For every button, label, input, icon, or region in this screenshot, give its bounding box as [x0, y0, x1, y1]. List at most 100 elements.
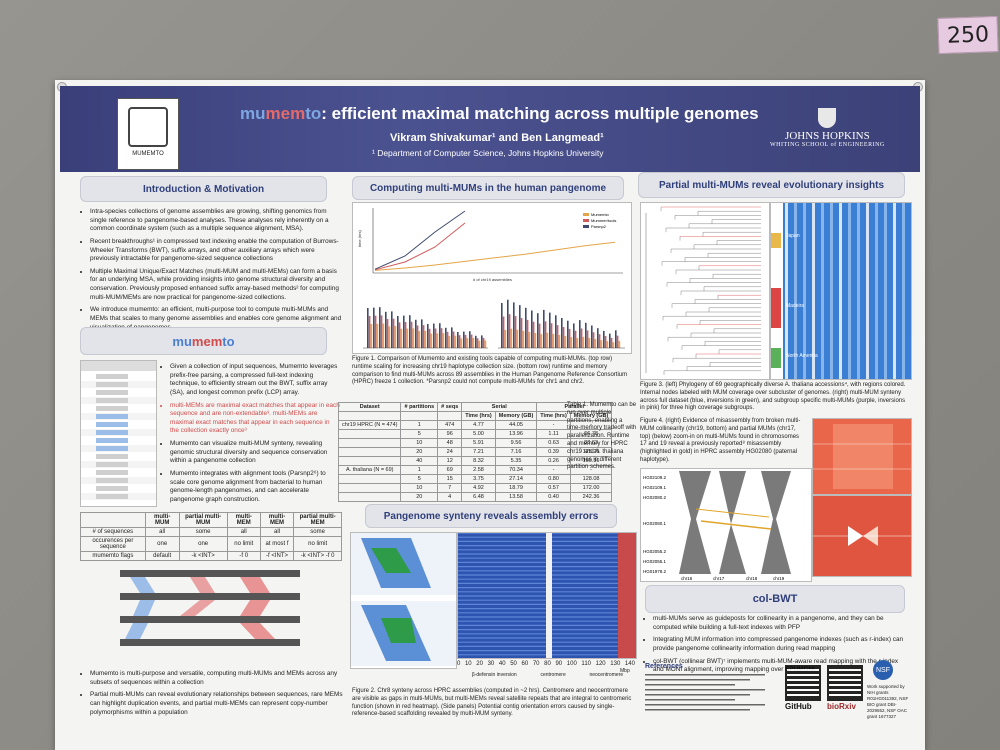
- bar: [392, 318, 395, 348]
- runtime-xlabel: # of chr19 assemblies: [473, 277, 512, 282]
- bar: [403, 315, 405, 348]
- bar: [418, 331, 421, 348]
- table1-caption: Table 1. Mumemto can be run over multipl…: [567, 402, 637, 471]
- poster: MUMEMTO mumemto: efficient maximal match…: [55, 80, 925, 750]
- bar: [451, 327, 453, 348]
- bar: [439, 323, 441, 348]
- mumemto-bottom-bullet: Partial multi-MUMs can reveal evolutiona…: [90, 691, 345, 717]
- github-qr-code[interactable]: [785, 665, 821, 701]
- table-row: 40 12 8.32 5.35 0.26 190.36: [337, 456, 613, 466]
- mumemto-bottom-bullet: Mumemto is multi-purpose and versatile, …: [90, 670, 345, 687]
- bar: [549, 312, 551, 348]
- bar: [592, 332, 595, 348]
- bar: [374, 315, 377, 348]
- chr19-partial-plot: [812, 495, 912, 577]
- bar: [597, 328, 599, 348]
- intro-bullet: Intra-species collections of genome asse…: [90, 208, 345, 234]
- phylogeny-svg: [645, 206, 761, 375]
- svg-text:HG02055.2: HG02055.2: [643, 549, 667, 554]
- bar: [537, 313, 539, 348]
- table-row: 10 48 5.91 9.56 0.63 88.63: [337, 438, 613, 448]
- bar: [404, 322, 407, 348]
- bar: [534, 333, 537, 348]
- bar: [464, 334, 467, 348]
- runtime-ylabel: time (hrs): [357, 229, 362, 247]
- bar: [380, 315, 383, 348]
- bar: [588, 337, 591, 348]
- bar: [550, 323, 553, 348]
- bar: [412, 328, 415, 348]
- bar: [460, 338, 463, 348]
- bar: [609, 333, 611, 348]
- bar: [570, 337, 573, 348]
- bar: [382, 323, 385, 348]
- axis-unit: Mbp: [620, 668, 630, 674]
- bar: [612, 342, 615, 348]
- bar: [424, 330, 427, 348]
- bar: [368, 316, 371, 348]
- runtime-figure: # of chr19 assemblies time (hrs) Mumemto…: [352, 202, 632, 354]
- svg-text:chr18: chr18: [746, 576, 758, 581]
- authors: Vikram Shivakumar¹ and Ben Langmead¹: [390, 132, 604, 144]
- bar: [532, 321, 535, 348]
- synteny-side-svg: [351, 533, 456, 666]
- bar: [574, 330, 577, 348]
- bar: [406, 328, 409, 348]
- bar: [540, 334, 543, 348]
- chr8-synteny-svg: [458, 532, 636, 658]
- bar: [585, 322, 587, 348]
- bar: [610, 337, 613, 348]
- runtime-legend: Mumemto Mummer/tools Parsnp2: [583, 212, 616, 229]
- figure3-caption: Figure 3. (left) Phylogeny of 69 geograp…: [640, 382, 906, 412]
- svg-text:chr19: chr19: [773, 576, 785, 581]
- bar: [391, 311, 393, 348]
- bar: [600, 340, 603, 348]
- bar: [598, 334, 601, 348]
- bar: [440, 328, 443, 348]
- synteny-side-panels: [350, 532, 457, 669]
- region-label-madeira: Madeira: [786, 303, 804, 309]
- jhu-shield-icon: [818, 108, 837, 128]
- jhu-logo: JOHNS HOPKINS WHITING SCHOOL of ENGINEER…: [770, 108, 885, 148]
- svg-text:Parsnp2: Parsnp2: [591, 224, 607, 229]
- bar: [522, 330, 525, 348]
- svg-text:HG02109.2: HG02109.2: [643, 475, 667, 480]
- phylogeny-tree: [640, 202, 770, 380]
- synteny-axis: 0 10 20 30 40 50 60 70 80 90 100 110 120 130 140: [457, 661, 635, 667]
- bar: [373, 307, 375, 348]
- bar: [481, 335, 483, 348]
- bar: [618, 340, 621, 348]
- mumemto-bullet: Mumemto can visualize multi-MUM synteny,…: [170, 440, 340, 466]
- bar: [528, 331, 531, 348]
- logo-drawing-icon: [128, 107, 168, 147]
- colbwt-heading: col-BWT: [645, 585, 905, 613]
- poster-header: MUMEMTO mumemto: efficient maximal match…: [60, 86, 920, 172]
- bar: [520, 317, 523, 348]
- region-label-north-america: North America: [786, 353, 818, 359]
- bar: [555, 315, 557, 348]
- bar: [544, 321, 547, 348]
- bar: [415, 319, 417, 348]
- biorxiv-qr-code[interactable]: [827, 665, 863, 701]
- biorxiv-label: bioRxiv: [827, 702, 856, 711]
- bar: [561, 318, 563, 348]
- intro-text: Intra-species collections of genome asse…: [80, 208, 345, 336]
- bar: [484, 340, 487, 348]
- svg-text:chr16: chr16: [681, 576, 693, 581]
- bar: [538, 323, 541, 348]
- bar: [397, 316, 399, 348]
- athaliana-synteny: Japan Madeira North America: [770, 202, 912, 380]
- misassembly-synteny: HG02109.2 HG02109.1 HG02080.2 HG02080.1 …: [640, 468, 812, 582]
- affiliation: ¹ Department of Computer Science, Johns …: [372, 148, 604, 158]
- bar: [513, 302, 515, 348]
- bar: [428, 328, 431, 348]
- table-row: 5 15 3.75 27.14 0.80 128.08: [337, 474, 613, 484]
- mumemto-bottom-text: Mumemto is multi-purpose and versatile, …: [80, 670, 345, 721]
- table-row: # of sequences all some all all some: [80, 527, 342, 537]
- bar: [564, 336, 567, 348]
- misassembly-svg: HG02109.2 HG02109.1 HG02080.2 HG02080.1 …: [643, 471, 791, 581]
- intro-bullet: Recent breakthroughs¹ in compressed text…: [90, 238, 345, 264]
- poster-title: mumemto: efficient maximal matching acro…: [240, 104, 759, 123]
- logo-caption: MUMEMTO: [132, 151, 164, 157]
- bwt-array-svg: [81, 361, 156, 500]
